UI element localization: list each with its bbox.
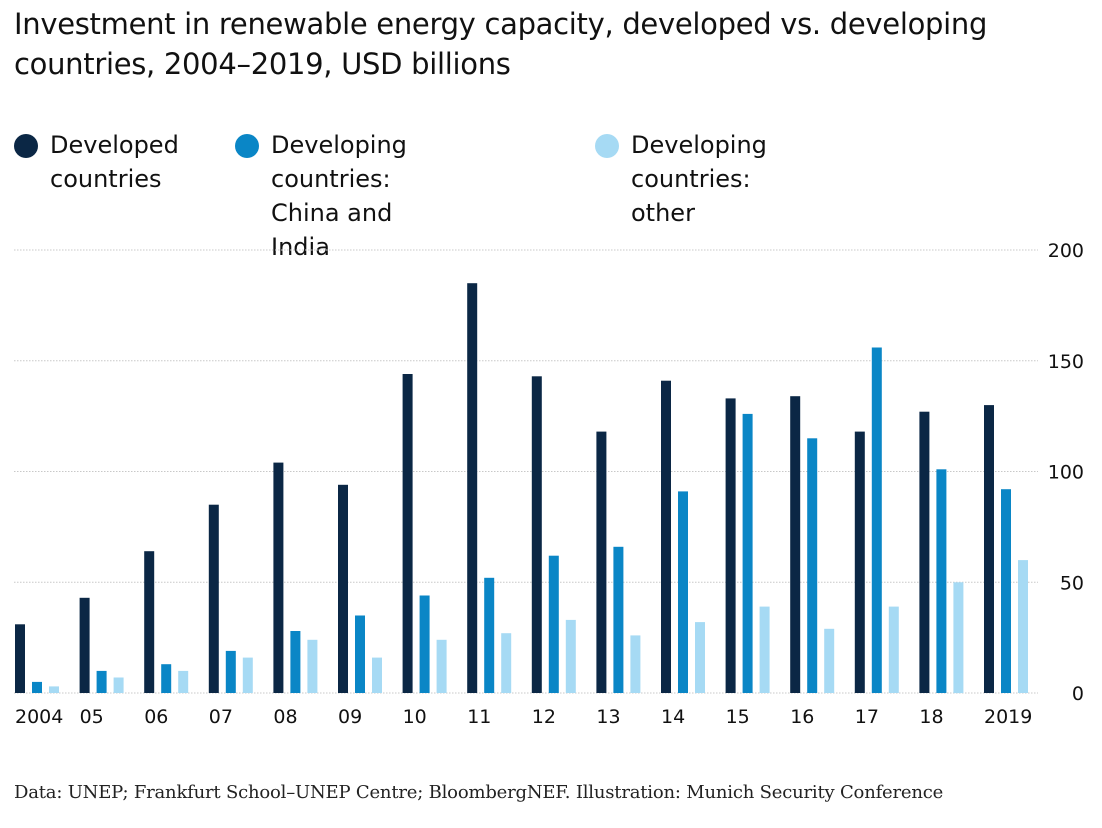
x-tick-label: 10 (403, 706, 427, 728)
source-note: Data: UNEP; Frankfurt School–UNEP Centre… (14, 782, 944, 803)
bar-developed-05 (79, 597, 90, 693)
bar-china-india-10 (419, 595, 430, 693)
bar-china-india-17 (871, 347, 882, 693)
bar-developed-09 (338, 484, 348, 693)
legend-label-other: Developing countries: other (631, 131, 767, 227)
bar-developed-2004 (15, 624, 25, 693)
bar-developed-10 (402, 374, 413, 693)
x-tick-label: 11 (467, 706, 491, 728)
legend-item-developed: Developed countries (14, 128, 179, 196)
legend-swatch-developed (14, 134, 38, 158)
x-tick-label: 15 (726, 706, 750, 728)
bar-other-16 (824, 628, 835, 693)
gridlines (14, 249, 1038, 694)
bar-china-india-09 (355, 615, 365, 693)
legend-label-china-india: Developing countries: China and India (271, 131, 407, 261)
bar-china-india-11 (484, 577, 495, 693)
bar-china-india-07 (225, 650, 236, 693)
x-tick-label: 08 (273, 706, 297, 728)
legend-swatch-other (595, 134, 619, 158)
bar-other-2004 (49, 686, 59, 693)
bar-developed-07 (208, 504, 219, 693)
bar-developed-12 (531, 376, 542, 693)
y-tick-label: 0 (1072, 683, 1084, 705)
chart-title: Investment in renewable energy capacity,… (14, 7, 988, 81)
bar-developed-11 (467, 283, 478, 693)
bar-other-17 (888, 606, 899, 693)
bar-other-13 (630, 635, 641, 693)
bar-china-india-16 (807, 438, 818, 693)
bar-developed-17 (854, 431, 865, 693)
bar-china-india-12 (548, 555, 559, 693)
bar-china-india-15 (742, 413, 753, 693)
bar-developed-2019 (984, 405, 994, 693)
legend-item-china-india: Developing countries: China and India (235, 128, 407, 264)
bar-developed-06 (144, 551, 155, 693)
bar-china-india-05 (96, 670, 107, 693)
bars (15, 283, 1028, 694)
y-tick-label: 50 (1060, 572, 1084, 594)
y-tick-label: 150 (1048, 351, 1084, 373)
x-tick-label: 14 (661, 706, 685, 728)
bar-china-india-13 (613, 546, 624, 693)
bar-other-18 (953, 582, 964, 694)
x-tick-label: 05 (80, 706, 104, 728)
bar-developed-15 (725, 398, 736, 693)
y-tick-label: 200 (1048, 240, 1084, 262)
x-tick-label: 06 (144, 706, 168, 728)
x-axis-ticks: 2004 05 06 07 08 09 10 11 12 13 14 15 16 17 18 2019 (15, 706, 1032, 728)
bar-china-india-14 (678, 491, 688, 693)
bar-other-12 (565, 619, 576, 693)
bar-china-india-08 (290, 631, 301, 693)
y-tick-label: 100 (1048, 462, 1084, 484)
bar-other-10 (436, 639, 447, 693)
bar-china-india-06 (161, 664, 172, 693)
x-tick-label: 2004 (15, 706, 63, 728)
bar-other-06 (178, 670, 189, 693)
bar-china-india-18 (936, 469, 947, 693)
bar-developed-08 (273, 462, 284, 693)
x-tick-label: 12 (532, 706, 556, 728)
x-tick-label: 07 (209, 706, 233, 728)
bar-other-11 (501, 633, 512, 693)
bar-developed-13 (596, 431, 607, 693)
bar-other-08 (307, 639, 318, 693)
bar-other-15 (759, 606, 770, 693)
x-tick-label: 16 (790, 706, 814, 728)
y-axis-ticks: 0 50 100 150 200 (1048, 240, 1084, 705)
x-tick-label: 13 (596, 706, 620, 728)
bar-other-2019 (1018, 560, 1028, 693)
x-tick-label: 17 (855, 706, 879, 728)
legend-swatch-china-india (235, 134, 259, 158)
x-tick-label: 09 (338, 706, 362, 728)
x-tick-label: 2019 (984, 706, 1032, 728)
bar-other-07 (242, 657, 253, 693)
bar-developed-16 (790, 396, 801, 693)
legend-label-developed: Developed countries (50, 131, 179, 193)
bar-china-india-2004 (32, 681, 42, 693)
legend-item-other: Developing countries: other (595, 128, 767, 230)
bar-developed-14 (661, 380, 671, 693)
bar-other-09 (372, 657, 382, 693)
bar-developed-18 (919, 411, 930, 693)
bar-china-india-2019 (1001, 489, 1011, 693)
bar-other-14 (695, 622, 705, 693)
x-tick-label: 18 (919, 706, 943, 728)
bar-other-05 (113, 677, 124, 693)
